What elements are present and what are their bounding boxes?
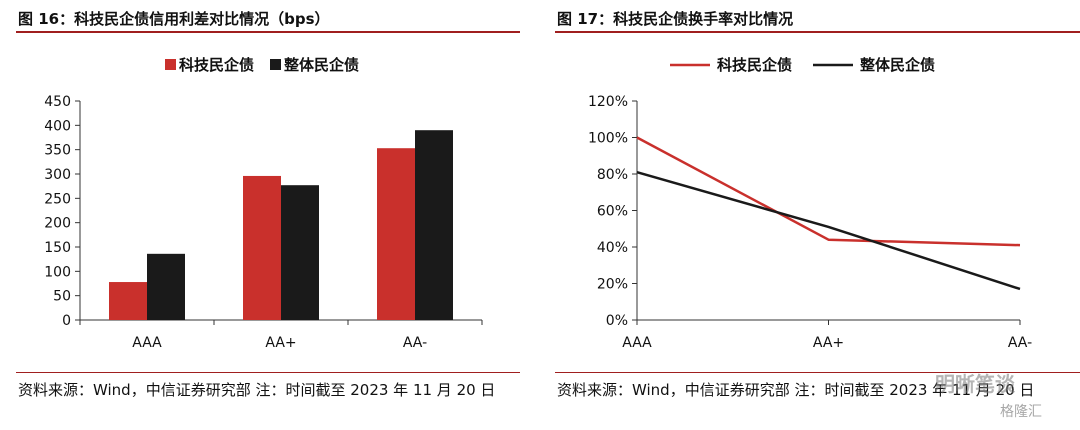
y-tick-label: 100 — [44, 264, 71, 280]
y-tick-label: 40% — [597, 240, 628, 256]
bar-AA--1 — [415, 130, 453, 320]
bar-AAA-0 — [109, 282, 147, 320]
y-tick-label: 50 — [53, 289, 71, 305]
watermark-name: 明晰笔谈 — [935, 372, 1015, 396]
bar-AA+-0 — [243, 175, 281, 320]
x-tick-label: AA- — [403, 335, 427, 351]
y-tick-label: 400 — [44, 118, 71, 134]
legend-swatch-0 — [165, 59, 176, 70]
line-chart: 科技民企债 整体民企债 0% 20% 40% 60% 80% 100% 120% AAA AA+ AA… — [588, 56, 1032, 351]
figure-17-panel: 图 17：科技民企债换手率对比情况 科技民企债 整体民企债 0% 20% 40% 60% 8… — [555, 0, 1080, 430]
watermark: 明晰笔谈 格隆汇 — [905, 368, 1075, 426]
watermark-small: 格隆汇 — [1000, 404, 1042, 420]
title-divider — [555, 31, 1080, 33]
bar-chart: 科技民企债 整体民企债 0 50 100 150 200 250 300 350 400 450 AAA… — [44, 56, 483, 351]
y-tick-label: 200 — [44, 216, 71, 232]
y-tick-label: 100% — [588, 131, 628, 147]
x-tick-label: AA- — [1008, 335, 1032, 351]
legend-label-0: 科技民企债 — [717, 56, 792, 74]
x-tick-label: AAA — [132, 335, 162, 351]
title-divider — [16, 31, 520, 33]
series-line-1 — [636, 170, 1021, 291]
y-tick-label: 300 — [44, 167, 71, 183]
y-tick-label: 120% — [588, 94, 628, 110]
figure-17-title: 图 17：科技民企债换手率对比情况 — [557, 10, 794, 28]
figure-16-source-note: 资料来源：Wind，中信证券研究部 注：时间截至 2023 年 11 月 20 … — [18, 381, 496, 399]
legend-label-0: 科技民企债 — [179, 56, 254, 74]
y-tick-label: 150 — [44, 240, 71, 256]
figure-17-source-note: 资料来源：Wind，中信证券研究部 注：时间截至 2023 年 11 月 20 … — [557, 381, 1035, 399]
y-tick-label: 80% — [597, 167, 628, 183]
legend-label-1: 整体民企债 — [284, 56, 359, 74]
y-tick-label: 250 — [44, 191, 71, 207]
figure-16-title: 图 16：科技民企债信用利差对比情况（bps） — [18, 10, 330, 28]
legend-label-1: 整体民企债 — [860, 56, 935, 74]
y-tick-label: 0% — [606, 313, 628, 329]
y-tick-label: 450 — [44, 94, 71, 110]
x-tick-label: AAA — [622, 335, 652, 351]
source-divider — [16, 372, 520, 373]
y-tick-label: 350 — [44, 143, 71, 159]
y-tick-label: 20% — [597, 277, 628, 293]
source-divider — [555, 372, 1080, 373]
bar-AA--0 — [377, 148, 415, 320]
bar-AAA-1 — [147, 253, 185, 320]
x-tick-label: AA+ — [265, 335, 296, 351]
x-tick-label: AA+ — [813, 335, 844, 351]
y-tick-label: 60% — [597, 204, 628, 220]
legend-swatch-1 — [270, 59, 281, 70]
bar-AA+-1 — [281, 185, 319, 320]
figure-16-panel: 图 16：科技民企债信用利差对比情况（bps） 科技民企债 整体民企债 0 50 100… — [0, 0, 530, 430]
y-tick-label: 0 — [62, 313, 71, 329]
series-line-0 — [636, 136, 1021, 247]
